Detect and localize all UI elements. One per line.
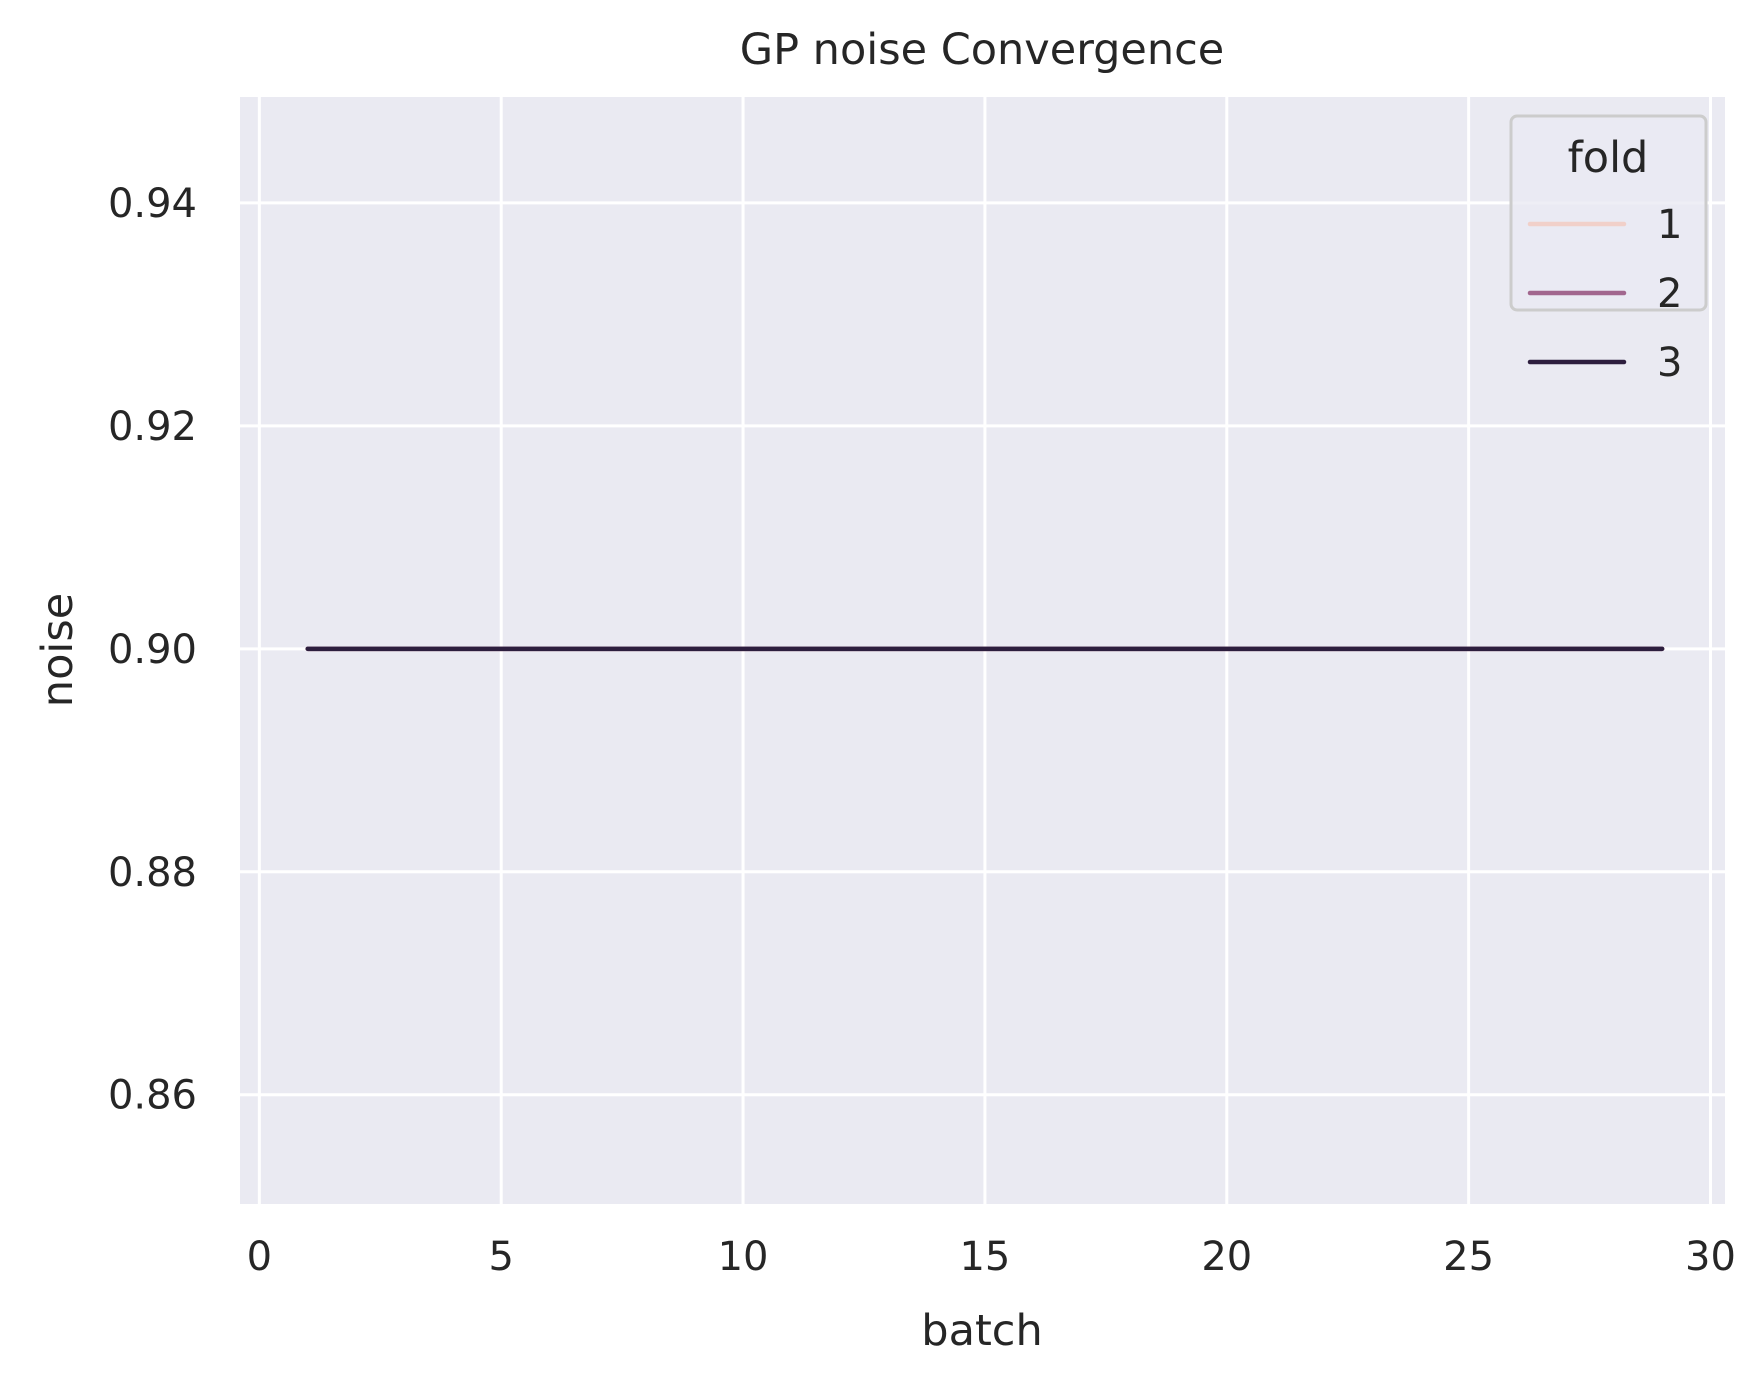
x-tick-label: 25 — [1443, 1234, 1494, 1280]
legend-label-2: 2 — [1657, 271, 1682, 317]
chart-title: GP noise Convergence — [740, 25, 1224, 75]
x-tick-label: 20 — [1201, 1234, 1252, 1280]
y-tick-label: 0.94 — [108, 181, 197, 227]
y-tick-label: 0.90 — [108, 627, 197, 673]
legend-frame — [1509, 114, 1708, 312]
x-axis-label: batch — [921, 1306, 1042, 1356]
x-tick-labels: 0 5 10 15 20 25 30 — [247, 1234, 1736, 1280]
legend-title: fold — [1568, 133, 1649, 183]
x-tick-label: 15 — [959, 1234, 1010, 1280]
y-axis-label: noise — [33, 593, 83, 707]
legend: fold 1 2 3 — [1509, 114, 1708, 386]
y-tick-label: 0.88 — [108, 850, 197, 896]
legend-label-3: 3 — [1657, 340, 1682, 386]
x-tick-label: 10 — [718, 1234, 769, 1280]
y-tick-label: 0.92 — [108, 404, 197, 450]
x-tick-label: 0 — [247, 1234, 272, 1280]
y-tick-labels: 0.86 0.88 0.90 0.92 0.94 — [108, 181, 197, 1119]
x-tick-label: 5 — [488, 1234, 513, 1280]
x-tick-label: 30 — [1685, 1234, 1736, 1280]
legend-entries: 1 2 3 — [1527, 202, 1682, 386]
legend-label-1: 1 — [1657, 202, 1682, 248]
y-tick-label: 0.86 — [108, 1073, 197, 1119]
